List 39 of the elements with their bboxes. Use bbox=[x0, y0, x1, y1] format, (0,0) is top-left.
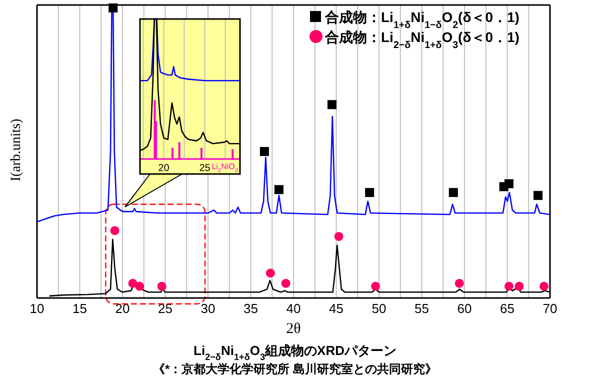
point bbox=[504, 179, 514, 188]
x-tick-label: 20 bbox=[115, 301, 130, 316]
x-tick-label: 10 bbox=[30, 301, 44, 316]
x-tick-label: 30 bbox=[200, 301, 216, 316]
x-tick-label: 65 bbox=[500, 301, 514, 316]
x-tick-label: 55 bbox=[414, 301, 429, 316]
point bbox=[266, 268, 275, 278]
x-axis-title: 2θ bbox=[286, 321, 301, 337]
point bbox=[110, 226, 120, 236]
point bbox=[448, 188, 458, 198]
legend-label: 合成物：Li$_{2−δ}$Ni$_{1+δ}$O$_{3}$(δ＜0．1) bbox=[324, 29, 520, 50]
point bbox=[371, 282, 380, 291]
point bbox=[274, 185, 284, 194]
x-tick-label: 25 bbox=[199, 163, 211, 174]
x-tick-label: 70 bbox=[542, 301, 558, 316]
x-tick-label: 20 bbox=[158, 163, 170, 174]
x-tick-label: 15 bbox=[72, 301, 87, 316]
legend-label: 合成物：Li$_{1+δ}$Ni$_{1−δ}$O$_{2}$(δ＜0．1) bbox=[324, 9, 520, 30]
point bbox=[454, 278, 464, 288]
text: Li$_{2−δ}$Ni$_{1+δ}$O$_{3}$組成物のXRDパターン bbox=[194, 343, 396, 362]
point bbox=[157, 282, 166, 291]
series-label: Li$_{2}$NiO$_{3}$ bbox=[212, 162, 238, 174]
point bbox=[540, 282, 549, 291]
point bbox=[514, 282, 524, 291]
point bbox=[365, 188, 374, 198]
point bbox=[281, 278, 290, 288]
point bbox=[504, 282, 514, 291]
x-tick-label: 35 bbox=[244, 301, 258, 316]
point bbox=[327, 100, 336, 110]
x-tick-label: 40 bbox=[286, 301, 301, 316]
point bbox=[260, 147, 269, 156]
point bbox=[334, 232, 344, 241]
x-tick-label: 50 bbox=[372, 301, 386, 316]
point bbox=[135, 282, 144, 291]
x-tick-label: 45 bbox=[329, 301, 344, 316]
text: 《*：京都大学化学研究所 島川研究室との共同研究》 bbox=[152, 362, 438, 376]
x-tick-label: 60 bbox=[457, 301, 472, 316]
point bbox=[534, 190, 543, 200]
y-axis-title: I(arb.units) bbox=[9, 118, 24, 182]
